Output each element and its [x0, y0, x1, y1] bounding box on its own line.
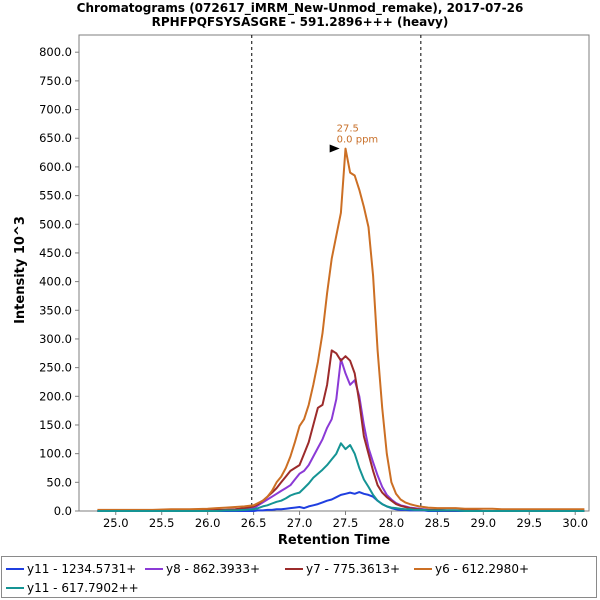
x-tick-label: 27.5	[333, 516, 359, 530]
x-tick-label: 29.5	[516, 516, 542, 530]
legend-swatch	[285, 567, 303, 570]
y-tick-label: 200.0	[39, 389, 72, 403]
legend-item-3: y7 - 775.3613+	[285, 562, 400, 576]
x-tick-label: 29.0	[471, 516, 497, 530]
y-tick-label: 600.0	[39, 160, 72, 174]
chromatogram-plot: Chromatograms (072617_iMRM_New-Unmod_rem…	[13, 1, 590, 548]
legend: y11 - 1234.5731+ y8 - 862.3933+ y7 - 775.3…	[1, 556, 597, 598]
series-line-5	[97, 442, 585, 512]
y-tick-label: 250.0	[39, 361, 72, 375]
y-axis-title: Intensity 10^3	[13, 216, 28, 324]
y-tick-label: 550.0	[39, 189, 72, 203]
y-tick-label: 650.0	[39, 131, 72, 145]
legend-label: y8 - 862.3933+	[166, 562, 261, 576]
y-tick-label: 700.0	[39, 103, 72, 117]
legend-item-4: y6 - 612.2980+	[414, 562, 529, 576]
y-tick-label: 500.0	[39, 217, 72, 231]
plot-frame	[78, 34, 590, 512]
chart-subtitle: RPHFPQFSYSASGRE - 591.2896+++ (heavy)	[152, 15, 449, 29]
x-tick-label: 28.5	[425, 516, 451, 530]
legend-label: y7 - 775.3613+	[306, 562, 401, 576]
series-line-4	[97, 147, 585, 511]
legend-item-5: y11 - 617.7902++	[6, 581, 139, 595]
y-tick-label: 300.0	[39, 332, 72, 346]
chart-title: Chromatograms (072617_iMRM_New-Unmod_rem…	[77, 1, 524, 16]
x-tick-label: 27.0	[287, 516, 313, 530]
y-tick-label: 150.0	[39, 418, 72, 432]
y-tick-label: 800.0	[39, 45, 72, 59]
legend-swatch	[6, 586, 24, 589]
legend-label: y6 - 612.2980+	[435, 562, 530, 576]
legend-swatch	[6, 567, 24, 570]
x-tick-label: 26.5	[241, 516, 267, 530]
peak-rt-label: 27.5	[337, 124, 359, 135]
x-tick-label: 25.5	[149, 516, 175, 530]
peak-ppm-label: 0.0 ppm	[337, 135, 379, 146]
legend-label: y11 - 617.7902++	[27, 581, 139, 595]
peak-arrow-icon	[329, 144, 340, 153]
legend-item-1: y11 - 1234.5731+	[6, 562, 136, 576]
x-tick-label: 30.0	[562, 516, 588, 530]
legend-swatch	[414, 567, 432, 570]
y-tick-label: 450.0	[39, 246, 72, 260]
y-tick-label: 50.0	[46, 475, 72, 489]
x-axis-title: Retention Time	[278, 533, 390, 548]
x-tick-label: 28.0	[379, 516, 405, 530]
y-tick-label: 0.0	[54, 504, 72, 518]
legend-swatch	[145, 567, 163, 570]
x-tick-label: 26.0	[195, 516, 221, 530]
y-tick-label: 350.0	[39, 303, 72, 317]
y-tick-label: 400.0	[39, 275, 72, 289]
y-tick-label: 100.0	[39, 447, 72, 461]
legend-label: y11 - 1234.5731+	[27, 562, 137, 576]
legend-item-2: y8 - 862.3933+	[145, 562, 260, 576]
y-tick-label: 750.0	[39, 74, 72, 88]
x-tick-label: 25.0	[103, 516, 129, 530]
